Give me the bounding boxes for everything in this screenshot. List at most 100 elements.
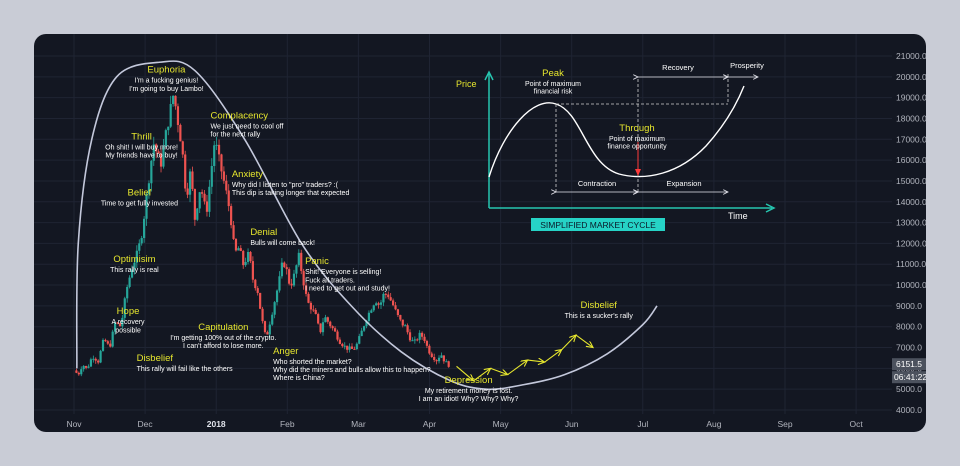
stage-caption: I need to get out and study! — [305, 286, 390, 293]
candle-body — [113, 322, 117, 332]
stage-caption: I can't afford to lose more. — [183, 343, 264, 350]
candle-body — [370, 310, 373, 313]
candle-body — [394, 305, 397, 310]
price-badge-text: 6151.5 — [896, 359, 922, 369]
prosperity-label: Prosperity — [730, 61, 764, 70]
stage-caption: Shit! Everyone is selling! — [305, 269, 381, 276]
candle-body — [176, 106, 180, 125]
candle-body — [205, 201, 209, 212]
candle-body — [425, 340, 429, 346]
stage-title: Disbelief — [137, 353, 174, 364]
candle-body — [266, 332, 269, 335]
y-tick-label: 21000.0 — [896, 51, 926, 61]
stage-caption: I'm going to buy Lambo! — [129, 86, 204, 93]
candle-body — [99, 350, 102, 363]
stage-caption: This rally will fail like the others — [137, 366, 234, 373]
candle-body — [307, 293, 310, 303]
candle-body — [300, 252, 303, 271]
projection-arrow — [575, 334, 593, 347]
stage-caption: Why did I listen to "pro" traders? :( — [232, 182, 339, 189]
candle-body — [159, 153, 163, 167]
candle-body — [234, 238, 238, 251]
peak-caption: Point of maximum — [525, 81, 581, 88]
candle-body — [346, 345, 349, 350]
stage-caption: Why did the miners and bulls allow this … — [273, 367, 431, 374]
candle-body — [399, 315, 402, 320]
candle-body — [217, 144, 221, 155]
candle-body — [237, 248, 240, 251]
candle-body — [283, 262, 286, 268]
x-tick-label: 2018 — [207, 419, 226, 429]
candle-body — [350, 346, 354, 349]
stage-caption: My friends have to buy! — [105, 152, 177, 159]
candle-body — [77, 372, 80, 375]
candle-body — [404, 325, 407, 327]
stage-title: Capitulation — [198, 322, 248, 333]
candle-body — [130, 269, 134, 278]
candle-body — [244, 261, 247, 266]
candle-body — [143, 218, 146, 239]
candle-body — [92, 358, 95, 360]
stage-caption: Bulls will come back! — [250, 240, 315, 247]
projection-arrow — [490, 367, 508, 374]
candle-body — [179, 124, 182, 142]
stage-title: Thrill — [131, 131, 152, 142]
candle-body — [447, 361, 450, 367]
candle-body — [271, 314, 274, 325]
candle-body — [423, 336, 426, 341]
stage-caption: I am an idiot! Why? Why? Why? — [419, 396, 519, 403]
candle-body — [290, 283, 293, 286]
stage-title: Euphoria — [147, 65, 186, 76]
candle-body — [411, 340, 414, 342]
candle-body — [336, 331, 339, 340]
candle-body — [152, 144, 155, 161]
candle-body — [341, 343, 344, 347]
y-tick-label: 7000.0 — [896, 343, 922, 353]
candle-body — [123, 298, 126, 318]
candle-body — [379, 302, 383, 305]
stage-caption: Time to get fully invested — [101, 201, 178, 208]
candle-body — [437, 357, 441, 362]
candle-body — [418, 332, 421, 340]
candle-body — [198, 192, 201, 209]
candle-body — [367, 312, 371, 321]
candle-body — [162, 146, 165, 167]
candle-body — [181, 141, 184, 155]
candle-body — [442, 355, 445, 362]
projection-arrow — [544, 350, 562, 363]
candle-body — [201, 192, 204, 194]
stage-title: Anger — [273, 346, 298, 357]
candle-body — [321, 322, 325, 333]
candle-body — [355, 343, 358, 350]
inset-price-label: Price — [456, 79, 477, 89]
inset-price-arrowhead — [484, 70, 494, 81]
candle-body — [186, 188, 189, 195]
candle-body — [116, 322, 119, 324]
inset-badge-text: SIMPLIFIED MARKET CYCLE — [540, 220, 656, 230]
y-tick-label: 18000.0 — [896, 113, 926, 123]
inset-time-label: Time — [728, 211, 748, 221]
candle-body — [275, 290, 279, 303]
candle-body — [285, 267, 288, 270]
candle-body — [428, 345, 431, 354]
candle-body — [215, 144, 218, 146]
candle-body — [213, 145, 216, 167]
candle-body — [138, 243, 141, 251]
y-tick-label: 19000.0 — [896, 93, 926, 103]
candle-body — [406, 325, 409, 333]
inset-badge — [531, 218, 665, 231]
inset-cycle-curve — [488, 85, 745, 178]
candle-body — [147, 183, 151, 195]
candle-body — [128, 277, 131, 287]
market-cycle-chart: 4000.05000.06000.07000.08000.09000.01000… — [34, 34, 926, 429]
candle-body — [261, 308, 264, 322]
candle-body — [440, 355, 443, 358]
y-tick-label: 8000.0 — [896, 322, 922, 332]
y-tick-label: 11000.0 — [896, 259, 926, 269]
contraction-label: Contraction — [578, 179, 616, 188]
candle-body — [242, 250, 245, 266]
x-tick-label: Aug — [706, 419, 721, 429]
candle-body — [109, 343, 112, 347]
candle-body — [256, 288, 259, 293]
candle-body — [191, 171, 194, 189]
